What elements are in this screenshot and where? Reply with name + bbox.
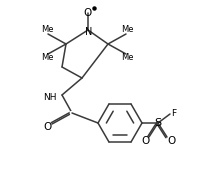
Text: O: O xyxy=(141,136,149,146)
Text: Me: Me xyxy=(41,26,53,35)
Text: O: O xyxy=(44,122,52,132)
Text: Me: Me xyxy=(41,54,53,63)
Text: Me: Me xyxy=(121,26,133,35)
Text: N: N xyxy=(85,27,93,37)
Text: O: O xyxy=(83,8,91,18)
Text: F: F xyxy=(171,108,177,117)
Text: S: S xyxy=(154,118,161,128)
Text: NH: NH xyxy=(43,92,57,101)
Text: Me: Me xyxy=(121,54,133,63)
Text: O: O xyxy=(167,136,175,146)
